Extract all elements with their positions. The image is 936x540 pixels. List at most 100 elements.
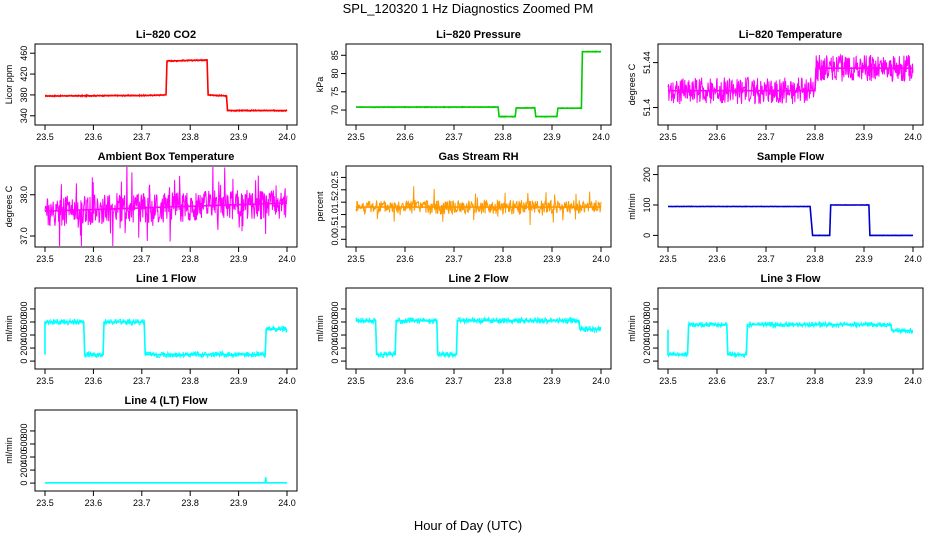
x-tick-label: 23.7 (445, 132, 463, 142)
y-tick-label: 420 (19, 67, 29, 82)
y-axis-label: kPa (315, 77, 325, 93)
y-axis-label: ml/min (315, 315, 325, 342)
plot-frame (657, 165, 924, 248)
panel-9: Line 3 Flow ml/min 23.5 23.6 23.7 23.8 23.9 24.… (627, 273, 924, 386)
panel-1: Li−820 CO2 Licor ppm 23.5 23.6 23.7 23.8 23.9 2… (4, 29, 298, 142)
y-axis-label: ml/min (627, 193, 637, 220)
x-tick-label: 24.0 (278, 376, 296, 386)
panel-6: Sample Flow ml/min 23.5 23.6 23.7 23.8 23.9 24.… (627, 151, 924, 264)
y-axis-label: degrees C (627, 63, 637, 105)
y-tick-label: 800 (19, 423, 29, 438)
series-noise-band (667, 203, 914, 237)
x-tick-label: 23.9 (855, 132, 873, 142)
y-tick-label: 200 (642, 341, 652, 356)
x-tick-label: 23.8 (181, 498, 199, 508)
y-tick-label: 600 (19, 436, 29, 451)
x-tick-label: 23.5 (36, 376, 54, 386)
series-noise-band (355, 186, 602, 226)
y-tick-label: 400 (19, 450, 29, 465)
x-tick-label: 23.6 (85, 254, 103, 264)
x-tick-label: 23.5 (347, 376, 365, 386)
series-line (668, 67, 913, 92)
y-tick-label: 200 (19, 341, 29, 356)
plot-frame (657, 287, 924, 370)
x-tick-label: 23.8 (806, 132, 824, 142)
y-tick-label: 400 (330, 328, 340, 343)
y-tick-label: 380 (19, 87, 29, 102)
x-tick-label: 23.6 (396, 132, 414, 142)
x-tick-label: 24.0 (278, 498, 296, 508)
x-tick-label: 23.9 (543, 132, 561, 142)
series-noise-band (667, 53, 914, 105)
panel-title: Li−820 Temperature (739, 29, 842, 41)
y-tick-label: 2.5 (330, 171, 340, 184)
plot-frame (34, 165, 298, 248)
y-tick-label: 100 (642, 197, 652, 212)
plot-frame (34, 43, 298, 126)
x-tick-label: 23.7 (133, 376, 151, 386)
y-axis-label: Licor ppm (4, 65, 14, 105)
x-tick-label: 23.6 (85, 376, 103, 386)
y-tick-label: 0 (642, 233, 652, 238)
panel-10: Line 4 (LT) Flow ml/min 23.5 23.6 23.7 23.8 23… (4, 395, 298, 508)
x-tick-label: 23.6 (396, 254, 414, 264)
x-tick-label: 23.7 (445, 254, 463, 264)
series-line (667, 323, 913, 356)
panel-title: Line 4 (LT) Flow (125, 395, 208, 407)
y-axis-label: ml/min (4, 437, 14, 464)
x-tick-label: 23.5 (36, 132, 54, 142)
panel-title: Line 3 Flow (761, 273, 821, 285)
y-axis-label: percent (315, 191, 325, 222)
series-noise-band (44, 317, 288, 360)
y-tick-label: 0 (642, 359, 652, 364)
x-tick-label: 23.5 (347, 254, 365, 264)
x-tick-label: 23.7 (757, 132, 775, 142)
x-tick-label: 23.9 (230, 498, 248, 508)
x-tick-label: 23.9 (543, 376, 561, 386)
x-tick-label: 24.0 (278, 132, 296, 142)
series-line (44, 202, 288, 212)
x-tick-label: 24.0 (904, 132, 922, 142)
panel-3: Li−820 Temperature degrees C 23.5 23.6 23.7 2… (627, 29, 924, 142)
x-tick-label: 23.6 (708, 376, 726, 386)
x-tick-label: 24.0 (904, 376, 922, 386)
panel-4: Ambient Box Temperature degrees C 23.5 23.6… (4, 151, 298, 264)
x-tick-label: 23.7 (445, 376, 463, 386)
x-tick-label: 23.6 (708, 132, 726, 142)
panel-title: Line 2 Flow (449, 273, 509, 285)
y-tick-label: 800 (19, 301, 29, 316)
panel-5: Gas Stream RH percent 23.5 23.6 23.7 23.8 23.9… (315, 151, 612, 264)
x-tick-label: 23.7 (757, 376, 775, 386)
plot-frame (345, 287, 612, 370)
y-tick-label: 600 (330, 314, 340, 329)
x-tick-label: 23.8 (181, 376, 199, 386)
y-tick-label: 75 (330, 87, 340, 97)
y-axis-label: degrees C (4, 185, 14, 227)
x-tick-label: 23.5 (36, 254, 54, 264)
y-tick-label: 85 (330, 50, 340, 60)
y-tick-label: 600 (19, 314, 29, 329)
x-tick-label: 23.5 (36, 498, 54, 508)
y-tick-label: 38.0 (19, 186, 29, 204)
y-tick-label: 800 (330, 301, 340, 316)
x-tick-label: 23.8 (181, 254, 199, 264)
x-tick-label: 23.9 (230, 132, 248, 142)
x-tick-label: 23.6 (85, 132, 103, 142)
y-tick-label: 0 (330, 359, 340, 364)
plot-frame (345, 43, 612, 126)
panel-title: Ambient Box Temperature (98, 151, 235, 163)
panel-title: Line 1 Flow (136, 273, 196, 285)
x-tick-label: 23.9 (855, 254, 873, 264)
series-line (356, 319, 601, 356)
x-tick-label: 23.7 (133, 498, 151, 508)
x-tick-label: 23.9 (230, 254, 248, 264)
y-tick-label: 51.44 (642, 51, 652, 74)
y-tick-label: 0 (19, 481, 29, 486)
x-tick-label: 24.0 (592, 132, 610, 142)
panel-8: Line 2 Flow ml/min 23.5 23.6 23.7 23.8 23.9 24.… (315, 273, 612, 386)
y-tick-label: 200 (19, 463, 29, 478)
x-tick-label: 24.0 (592, 376, 610, 386)
y-tick-label: 340 (19, 108, 29, 123)
panel-title: Li−820 Pressure (436, 29, 521, 41)
